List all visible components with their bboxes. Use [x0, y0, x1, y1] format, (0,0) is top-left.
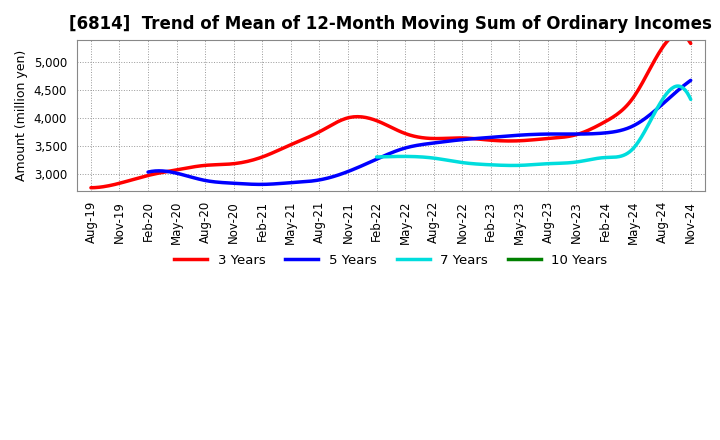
- Legend: 3 Years, 5 Years, 7 Years, 10 Years: 3 Years, 5 Years, 7 Years, 10 Years: [169, 249, 613, 272]
- Y-axis label: Amount (million yen): Amount (million yen): [15, 50, 28, 181]
- Title: [6814]  Trend of Mean of 12-Month Moving Sum of Ordinary Incomes: [6814] Trend of Mean of 12-Month Moving …: [69, 15, 712, 33]
